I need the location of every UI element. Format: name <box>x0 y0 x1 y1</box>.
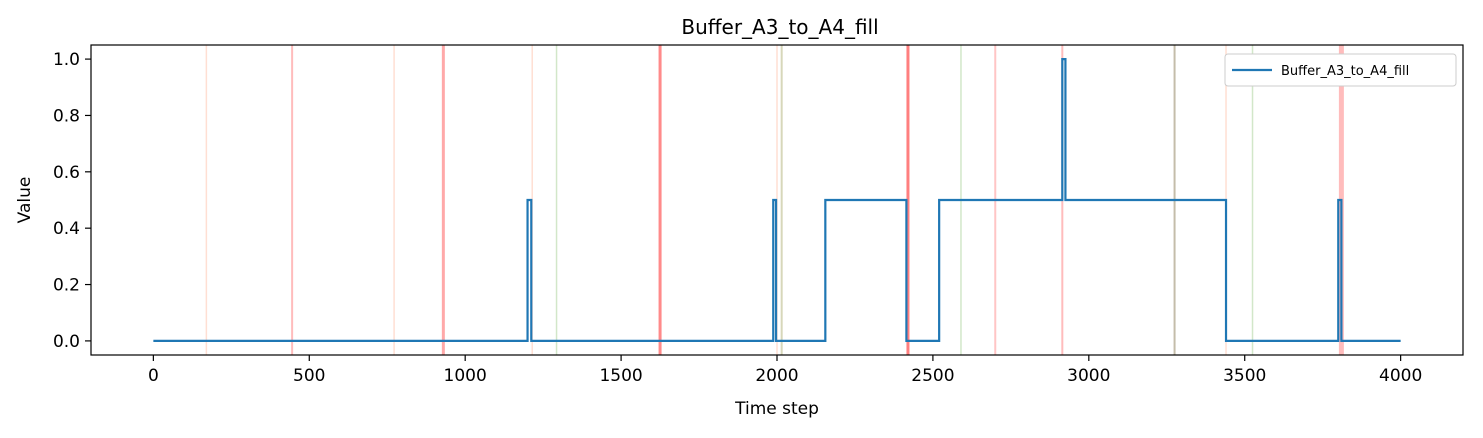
y-axis-ticks: 0.0 0.2 0.4 0.6 0.8 1.0 <box>53 50 91 352</box>
legend-box <box>1224 53 1457 87</box>
x-tick-label: 3500 <box>1223 366 1266 386</box>
chart-title: Buffer_A3_to_A4_fill <box>681 15 878 39</box>
x-tick-label: 500 <box>293 366 325 386</box>
y-tick-label: 0.4 <box>53 219 80 239</box>
x-tick-label: 0 <box>148 366 159 386</box>
series-layer <box>153 57 1401 343</box>
y-axis-label: Value <box>15 177 35 224</box>
y-tick-label: 1.0 <box>53 50 80 70</box>
y-tick-label: 0.2 <box>53 276 80 296</box>
y-tick-label: 0.6 <box>53 163 80 183</box>
legend: Buffer_A3_to_A4_fill <box>1224 53 1457 87</box>
x-tick-label: 1500 <box>599 366 642 386</box>
x-tick-label: 2000 <box>755 366 798 386</box>
x-tick-label: 4000 <box>1379 366 1422 386</box>
x-axis-label: Time step <box>734 399 819 419</box>
y-tick-label: 0.0 <box>53 332 80 352</box>
x-tick-label: 3000 <box>1067 366 1110 386</box>
x-tick-label: 1000 <box>444 366 487 386</box>
legend-entry: Buffer_A3_to_A4_fill <box>1281 64 1409 79</box>
series-line-0 <box>153 57 1401 343</box>
x-tick-label: 2500 <box>911 366 954 386</box>
x-axis-ticks: 0 500 1000 1500 2000 2500 3000 3500 4000 <box>148 355 1422 386</box>
y-tick-label: 0.8 <box>53 106 80 126</box>
